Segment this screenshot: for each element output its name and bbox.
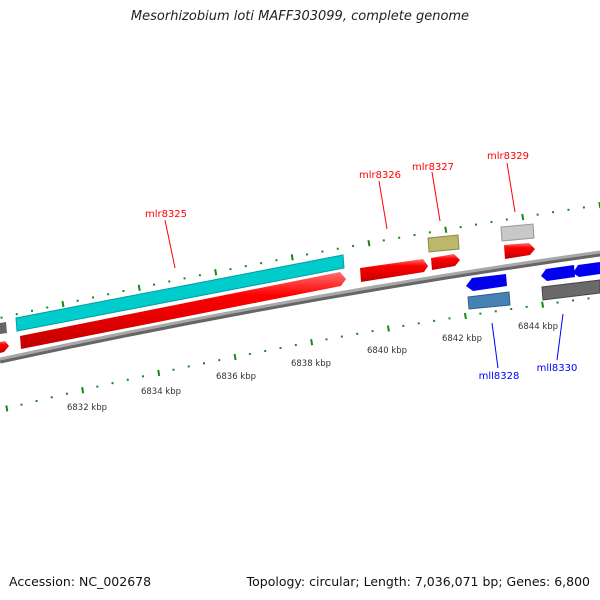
ruler-major-tick [5, 405, 9, 412]
ruler-major-tick [310, 339, 314, 346]
genome-backbone [0, 250, 600, 361]
gene-label-mlr8326[interactable]: mlr8326 [359, 170, 401, 181]
ruler-major-tick [463, 312, 467, 320]
gene-mlr8329[interactable] [504, 243, 535, 259]
label-leader-mll8328 [491, 322, 499, 369]
gene-mlr8326[interactable] [360, 259, 428, 282]
gene-label-mlr8327[interactable]: mlr8327 [412, 162, 454, 173]
ruler-major-tick [367, 239, 371, 247]
label-leader-mlr8326 [378, 180, 388, 230]
label-leader-mlr8329 [506, 162, 516, 213]
ruler-major-tick [81, 386, 85, 394]
ruler-major-tick [521, 213, 525, 221]
ruler-major-tick [290, 254, 294, 261]
ruler-label: 6844 kbp [518, 322, 558, 332]
ruler-label: 6838 kbp [291, 359, 331, 369]
gene-mll8328-ortholog-box[interactable] [467, 291, 511, 310]
gene-partial-left-red[interactable] [0, 341, 9, 353]
gene-mlr8325[interactable] [20, 272, 346, 349]
ruler-major-tick [61, 300, 65, 308]
gene-label-mlr8325[interactable]: mlr8325 [145, 209, 187, 220]
gene-next-reverse[interactable] [573, 262, 600, 277]
ruler-major-tick [386, 325, 390, 332]
ruler-major-tick [541, 301, 545, 308]
ruler-label: 6834 kbp [141, 387, 181, 397]
genome-summary-text: Topology: circular; Length: 7,036,071 bp… [246, 574, 590, 589]
ruler-label: 6836 kbp [216, 372, 256, 382]
gene-mlr8325-ortholog-box[interactable] [15, 254, 345, 332]
gene-mll8330[interactable] [541, 265, 575, 281]
gene-partial-left-gray[interactable] [0, 322, 7, 334]
gene-label-mll8328[interactable]: mll8328 [479, 371, 520, 382]
ruler-major-tick [233, 353, 237, 361]
gene-mll8330-ortholog-box[interactable] [541, 279, 600, 301]
ruler-major-tick [157, 369, 161, 377]
map-title: Mesorhizobium loti MAFF303099, complete … [130, 9, 470, 24]
ruler-major-tick [214, 269, 218, 276]
ruler-label: 6842 kbp [442, 334, 482, 344]
gene-mlr8327-ortholog-box[interactable] [427, 234, 460, 253]
label-leader-mlr8327 [431, 171, 441, 222]
ruler-major-tick [444, 226, 448, 233]
genome-backbone-shadow [0, 251, 600, 364]
ruler-major-tick [137, 284, 141, 291]
ruler-label: 6840 kbp [367, 346, 407, 356]
label-leader-mll8330 [556, 313, 564, 361]
gene-mlr8327[interactable] [431, 254, 460, 270]
label-leader-mlr8325 [164, 219, 176, 269]
ruler-label: 6832 kbp [67, 403, 107, 413]
gene-mlr8329-ortholog-box[interactable] [500, 223, 535, 242]
gene-label-mll8330[interactable]: mll8330 [537, 363, 578, 374]
accession-text: Accession: NC_002678 [9, 574, 152, 589]
gene-label-mlr8329[interactable]: mlr8329 [487, 151, 529, 162]
gene-mll8328[interactable] [466, 274, 507, 291]
